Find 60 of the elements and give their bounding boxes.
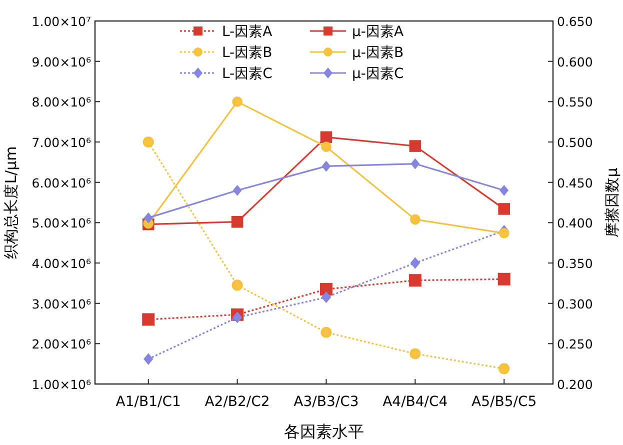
x-tick-label: A5/B5/C5 <box>472 394 537 410</box>
point <box>498 272 510 286</box>
point <box>320 326 332 338</box>
x-tick-label: A3/B3/C3 <box>294 394 359 410</box>
point <box>144 353 154 365</box>
y2-tick-label: 0.200 <box>557 377 593 392</box>
y-tick-label: 1.00×10⁶ <box>32 377 91 392</box>
y2-tick-label: 0.350 <box>557 256 593 271</box>
y-tick-label: 3.00×10⁶ <box>32 296 91 312</box>
y-tick-label: 6.00×10⁶ <box>32 175 91 190</box>
y2-tick-label: 0.400 <box>557 216 593 231</box>
y-axis-title: 织构总长度L/μm <box>2 146 20 259</box>
y2-tick-label: 0.650 <box>557 14 593 29</box>
point <box>142 136 154 148</box>
y-tick-label: 7.00×10⁶ <box>32 135 91 150</box>
y2-axis-title: 摩擦因数μ <box>603 167 621 238</box>
legend-label: L-因素B <box>222 45 272 61</box>
point <box>320 131 332 144</box>
point <box>142 313 155 326</box>
legend-label: L-因素A <box>222 24 273 40</box>
x-tick-label: A4/B4/C4 <box>382 394 448 410</box>
y-tick-label: 5.00×10⁶ <box>32 216 91 231</box>
x-tick-label: A2/B2/C2 <box>204 394 270 410</box>
point <box>410 158 420 170</box>
y2-tick-label: 0.450 <box>557 175 593 190</box>
legend-label: μ-因素B <box>352 45 404 61</box>
point <box>498 203 510 215</box>
point <box>408 274 422 287</box>
x-tick-label: A1/B1/C1 <box>116 394 181 410</box>
point <box>232 312 242 324</box>
point <box>322 160 331 172</box>
x-axis-title: 各因素水平 <box>284 422 364 441</box>
y-tick-label: 9.00×10⁶ <box>32 54 91 70</box>
y2-tick-label: 0.550 <box>557 94 593 110</box>
y-tick-label: 2.00×10⁶ <box>32 336 91 352</box>
point <box>321 291 332 304</box>
point <box>498 228 510 238</box>
point <box>321 142 332 152</box>
point <box>410 348 421 360</box>
y2-tick-label: 0.300 <box>557 296 593 312</box>
y2-tick-label: 0.250 <box>557 336 593 352</box>
point <box>232 280 243 291</box>
legend-label: μ-因素A <box>352 24 404 40</box>
point <box>410 214 420 225</box>
point <box>144 212 153 224</box>
point <box>232 96 242 107</box>
y-tick-label: 1.00×10⁷ <box>32 14 91 29</box>
y-tick-label: 8.00×10⁶ <box>32 94 91 110</box>
legend-label: μ-因素C <box>352 66 404 82</box>
point <box>500 184 509 196</box>
y2-tick-label: 0.600 <box>557 54 593 70</box>
y-tick-label: 4.00×10⁶ <box>32 256 91 271</box>
point <box>231 216 244 228</box>
point <box>498 363 510 374</box>
point <box>410 257 420 269</box>
legend-label: L-因素C <box>222 66 273 82</box>
point <box>232 184 242 196</box>
y2-tick-label: 0.500 <box>557 135 593 150</box>
point <box>320 282 332 296</box>
point <box>409 140 422 152</box>
